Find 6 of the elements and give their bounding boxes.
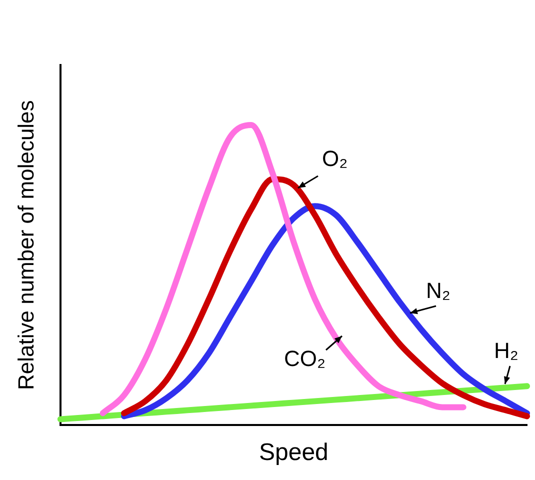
series-label: H₂ <box>494 338 518 364</box>
series-label: N₂ <box>426 278 450 304</box>
y-axis-title: Relative number of molecules <box>13 100 38 390</box>
x-axis-title: Speed <box>258 439 328 466</box>
series-label: O₂ <box>322 146 348 172</box>
legend-label: CO₂ <box>284 346 326 372</box>
